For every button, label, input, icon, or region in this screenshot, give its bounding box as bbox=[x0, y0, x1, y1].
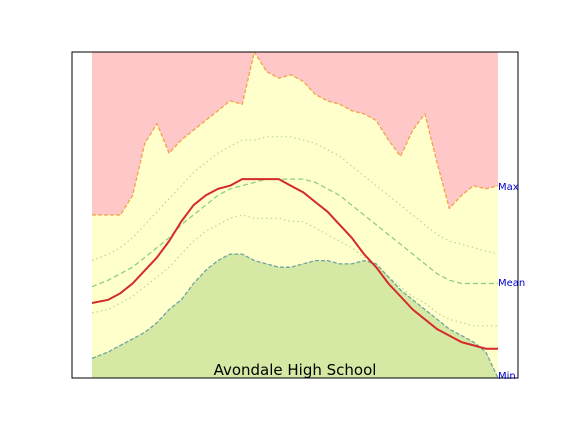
chart-title: Avondale High School bbox=[214, 361, 377, 379]
mean-axis-label: Mean bbox=[498, 278, 525, 289]
min-axis-label: Min bbox=[498, 371, 516, 382]
max-line bbox=[92, 51, 499, 216]
max-axis-label: Max bbox=[498, 182, 519, 193]
mean-line bbox=[91, 178, 498, 288]
current-line bbox=[91, 178, 498, 350]
plot-area bbox=[91, 51, 499, 379]
axes-frame bbox=[71, 51, 519, 379]
upper-band-line bbox=[91, 136, 499, 262]
max-min-range-area bbox=[92, 52, 498, 378]
below-min-area bbox=[92, 254, 498, 378]
